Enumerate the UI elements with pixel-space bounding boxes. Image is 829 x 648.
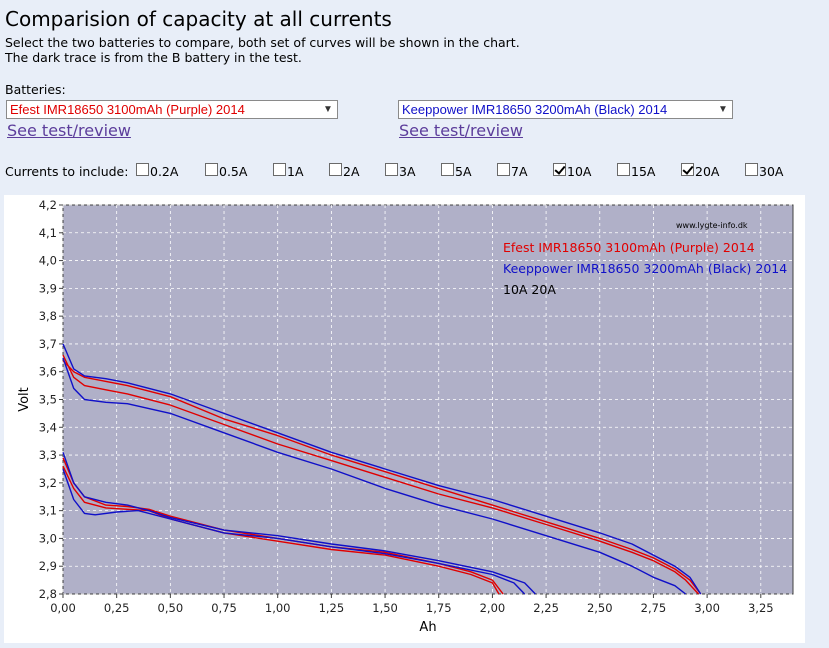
y-tick-label: 4,1 [39, 226, 57, 240]
y-tick-label: 3,6 [39, 365, 57, 379]
y-tick-label: 3,7 [39, 337, 57, 351]
x-axis-label: Ah [419, 620, 436, 635]
y-tick-label: 3,4 [39, 420, 57, 434]
y-tick-label: 3,3 [39, 448, 57, 462]
current-option-label: 30A [759, 164, 784, 179]
current-option-label: 15A [631, 164, 656, 179]
chart-watermark: www.lygte-info.dk [676, 221, 748, 230]
series-line-a-10a-0 [62, 354, 700, 595]
x-tick-label: 2,25 [533, 601, 559, 615]
y-tick-label: 3,0 [39, 531, 57, 545]
current-option-label: 0.5A [219, 164, 248, 179]
y-tick-label: 4,2 [39, 198, 57, 212]
chart-panel: 2,8 2,9 3,0 3,1 3,2 3,3 3,4 3,5 3,6 3,7 3,8 3,9 4,0 4… [4, 195, 805, 643]
battery-a-review-link[interactable]: See test/review [7, 121, 131, 140]
series-line-b-10a-3 [62, 357, 687, 595]
y-tick-label: 3,8 [39, 309, 57, 323]
current-checkbox[interactable] [385, 163, 398, 176]
battery-b-review-link[interactable]: See test/review [399, 121, 523, 140]
current-checkbox[interactable] [745, 163, 758, 176]
chevron-down-icon: ▼ [718, 104, 728, 115]
legend-entry-currents: 10A 20A [503, 282, 556, 297]
current-checkbox[interactable] [205, 163, 218, 176]
current-option-label: 2A [343, 164, 360, 179]
battery-b-select[interactable]: Keeppower IMR18650 3200mAh (Black) 2014 … [398, 100, 733, 119]
y-tick-label: 3,5 [39, 393, 57, 407]
intro-line-1: Select the two batteries to compare, bot… [5, 35, 520, 50]
legend-entry-battery-a: Efest IMR18650 3100mAh (Purple) 2014 [503, 240, 755, 255]
x-tick-label: 1,50 [372, 601, 398, 615]
x-tick-label: 3,25 [748, 601, 774, 615]
current-checkbox[interactable] [136, 163, 149, 176]
current-option-label: 10A [567, 164, 592, 179]
y-tick-label: 3,1 [39, 504, 57, 518]
series-line-b-20a-6 [62, 452, 536, 595]
series-line-b-10a-2 [62, 343, 702, 595]
current-checkbox[interactable] [617, 163, 630, 176]
axes: 2,8 2,9 3,0 3,1 3,2 3,3 3,4 3,5 3,6 3,7 3,8 3,9 4,0 4… [39, 198, 774, 615]
y-tick-label: 2,9 [39, 559, 57, 573]
series-line-a-10a-1 [62, 360, 702, 595]
x-tick-label: 0,75 [211, 601, 237, 615]
x-tick-label: 2,50 [587, 601, 613, 615]
battery-b-selected-value: Keeppower IMR18650 3200mAh (Black) 2014 [402, 102, 668, 117]
x-tick-label: 1,00 [265, 601, 291, 615]
y-tick-label: 3,2 [39, 476, 57, 490]
x-tick-label: 0,25 [104, 601, 130, 615]
series-line-b-20a-7 [62, 468, 526, 595]
current-checkbox[interactable] [497, 163, 510, 176]
current-option-label: 0.2A [150, 164, 179, 179]
x-tick-label: 1,25 [319, 601, 345, 615]
batteries-label: Batteries: [5, 82, 66, 97]
current-checkbox[interactable] [553, 163, 566, 176]
current-checkbox[interactable] [273, 163, 286, 176]
x-tick-label: 1,75 [426, 601, 452, 615]
y-tick-label: 3,9 [39, 281, 57, 295]
current-checkbox[interactable] [681, 163, 694, 176]
grid-lines [62, 204, 793, 595]
currents-label: Currents to include: [5, 164, 129, 179]
x-tick-label: 2,75 [641, 601, 667, 615]
battery-a-select[interactable]: Efest IMR18650 3100mAh (Purple) 2014 ▼ [6, 100, 338, 119]
current-option-label: 1A [287, 164, 304, 179]
current-option-label: 5A [455, 164, 472, 179]
chevron-down-icon: ▼ [323, 104, 333, 115]
y-tick-label: 2,8 [39, 587, 57, 601]
current-option-label: 3A [399, 164, 416, 179]
intro-text: Select the two batteries to compare, bot… [5, 35, 520, 65]
x-tick-label: 0,50 [158, 601, 184, 615]
legend-entry-battery-b: Keeppower IMR18650 3200mAh (Black) 2014 [503, 261, 787, 276]
x-tick-label: 0,00 [50, 601, 76, 615]
y-tick-label: 4,0 [39, 254, 57, 268]
discharge-chart: 2,8 2,9 3,0 3,1 3,2 3,3 3,4 3,5 3,6 3,7 3,8 3,9 4,0 4… [17, 198, 794, 635]
x-tick-label: 2,00 [480, 601, 506, 615]
battery-a-selected-value: Efest IMR18650 3100mAh (Purple) 2014 [10, 102, 245, 117]
current-checkbox[interactable] [441, 163, 454, 176]
current-checkbox[interactable] [329, 163, 342, 176]
series-lines [62, 343, 702, 595]
current-option-label: 20A [695, 164, 720, 179]
y-axis-label: Volt [17, 387, 32, 412]
x-tick-label: 3,00 [694, 601, 720, 615]
page-title: Comparision of capacity at all currents [5, 7, 392, 31]
intro-line-2: The dark trace is from the B battery in … [5, 50, 302, 65]
current-option-label: 7A [511, 164, 528, 179]
